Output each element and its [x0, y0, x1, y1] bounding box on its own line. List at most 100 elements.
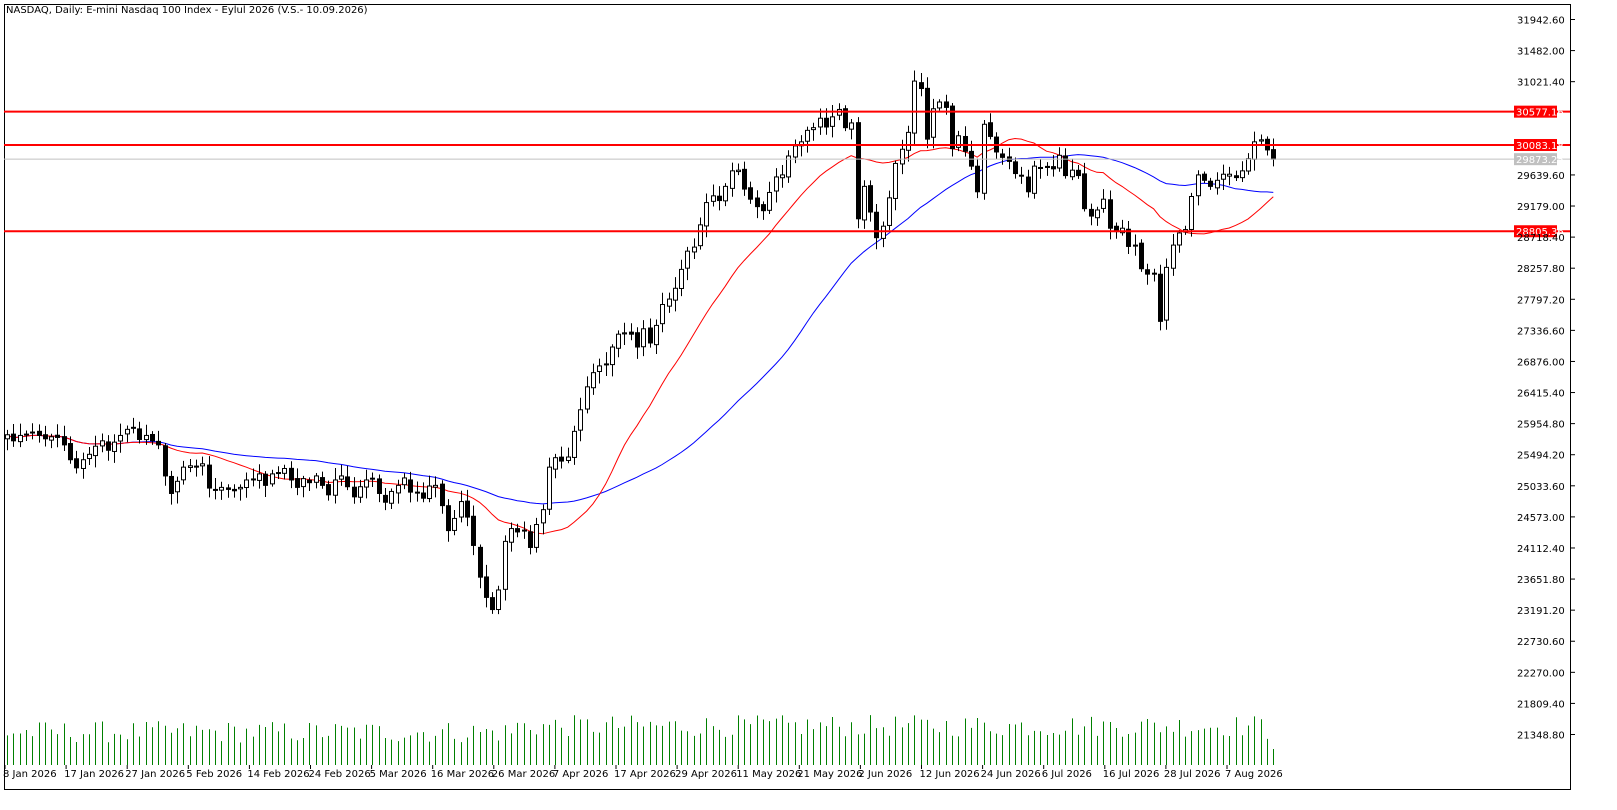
candle-body	[881, 225, 886, 239]
candlesticks	[5, 70, 1276, 615]
y-tick-label: 27336.60	[1517, 326, 1565, 337]
candle-body	[1026, 176, 1031, 193]
candle-body	[213, 488, 218, 491]
candle-body	[427, 485, 432, 500]
candle-body	[200, 463, 205, 467]
candle-body	[144, 434, 149, 441]
candle-body	[1108, 199, 1113, 229]
level-price-tag	[1514, 138, 1557, 151]
candle-body	[830, 116, 835, 127]
y-tick-label: 21348.80	[1517, 731, 1565, 742]
x-tick-label: 5 Mar 2026	[370, 769, 427, 780]
candle-body	[156, 440, 161, 446]
candle-body	[490, 597, 495, 611]
y-tick-label: 26876.00	[1517, 357, 1565, 368]
candle-body	[396, 484, 401, 494]
candle-body	[786, 155, 791, 178]
candle-body	[131, 426, 136, 429]
candle-body	[1145, 269, 1150, 275]
x-tick-label: 6 Jul 2026	[1042, 769, 1092, 780]
candle-body	[37, 430, 42, 436]
candle-body	[415, 491, 420, 494]
y-tick-label: 29179.00	[1517, 202, 1565, 213]
y-tick-label: 27797.20	[1517, 295, 1565, 306]
y-tick-label: 31021.40	[1517, 78, 1565, 89]
candle-body	[793, 145, 798, 158]
horizontal-levels[interactable]	[4, 110, 1570, 233]
candle-body	[1259, 139, 1264, 142]
candle-body	[1227, 173, 1232, 177]
candle-body	[742, 168, 747, 190]
candle-body	[1164, 266, 1169, 321]
candle-body	[175, 480, 180, 493]
candle-body	[471, 515, 476, 546]
candle-body	[534, 524, 539, 548]
x-tick-label: 16 Mar 2026	[431, 769, 494, 780]
candle-body	[326, 484, 331, 496]
candle-body	[956, 135, 961, 148]
candle-body	[660, 303, 665, 325]
candle-body	[767, 191, 772, 211]
x-tick-label: 17 Apr 2026	[614, 769, 676, 780]
candle-body	[377, 478, 382, 494]
candle-body	[843, 108, 848, 129]
candle-body	[232, 488, 237, 492]
candle-body	[547, 466, 552, 510]
time-axis: 8 Jan 2026 17 Jan 2026 27 Jan 2026 5 Feb 20…	[3, 765, 1283, 780]
candle-body	[496, 589, 501, 611]
candle-body	[1057, 154, 1062, 169]
candle-body	[465, 500, 470, 518]
y-tick-label: 28718.40	[1517, 233, 1565, 244]
candle-body	[18, 434, 23, 443]
candle-body	[774, 176, 779, 192]
candle-body	[484, 576, 489, 598]
x-tick-label: 14 Feb 2026	[247, 769, 309, 780]
candle-body	[207, 464, 212, 489]
candle-body	[163, 445, 168, 477]
x-tick-label: 17 Jan 2026	[64, 769, 124, 780]
candle-body	[685, 250, 690, 269]
candle-body	[1171, 244, 1176, 269]
candle-body	[887, 197, 892, 226]
x-tick-label: 26 Mar 2026	[492, 769, 555, 780]
candle-body	[748, 187, 753, 200]
candle-body	[629, 331, 634, 335]
candle-body	[295, 478, 300, 488]
candle-body	[692, 246, 697, 253]
candle-body	[49, 436, 54, 441]
candle-body	[856, 122, 861, 220]
candle-body	[1152, 272, 1157, 275]
candle-body	[1082, 173, 1087, 210]
candle-body	[314, 475, 319, 483]
level-price-label: 28805.36	[1516, 227, 1564, 238]
candle-body	[320, 477, 325, 486]
candle-body	[780, 174, 785, 179]
ma-20-line	[6, 137, 1274, 535]
candle-body	[1202, 173, 1207, 181]
candle-body	[730, 170, 735, 189]
y-tick-label: 25954.80	[1517, 420, 1565, 431]
candle-body	[1089, 208, 1094, 217]
candle-body	[900, 148, 905, 165]
candle-body	[950, 105, 955, 150]
candle-body	[307, 479, 312, 484]
candle-body	[541, 509, 546, 524]
x-tick-label: 11 May 2026	[736, 769, 801, 780]
moving-averages	[6, 137, 1274, 535]
candle-body	[383, 494, 388, 503]
candle-body	[276, 472, 281, 475]
candle-body	[1221, 173, 1226, 180]
candle-body	[333, 479, 338, 496]
y-tick-label: 24112.40	[1517, 544, 1565, 555]
candle-body	[81, 459, 86, 469]
x-tick-label: 2 Jun 2026	[858, 769, 912, 780]
candle-body	[1271, 149, 1276, 160]
candle-body	[446, 505, 451, 532]
candle-body	[421, 492, 426, 499]
candle-body	[93, 445, 98, 457]
price-axis: 31942.60 31482.00 31021.40 30577.16 30083.18…	[1514, 16, 1575, 742]
candle-body	[263, 473, 268, 486]
candle-body	[667, 298, 672, 307]
